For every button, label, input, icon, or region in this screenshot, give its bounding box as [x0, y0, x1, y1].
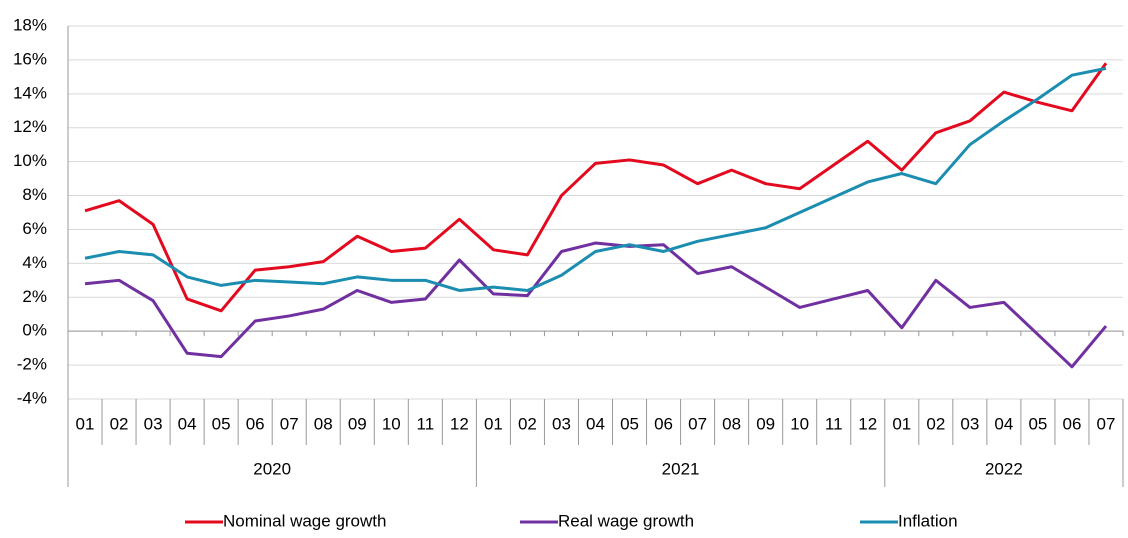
- y-tick-label: 4%: [22, 253, 47, 272]
- y-tick-label: 8%: [22, 185, 47, 204]
- x-tick-label: 12: [450, 414, 469, 433]
- x-tick-label: 10: [382, 414, 401, 433]
- y-tick-label: 6%: [22, 219, 47, 238]
- y-tick-label: 2%: [22, 287, 47, 306]
- y-tick-label: 10%: [13, 151, 47, 170]
- legend-label: Nominal wage growth: [223, 511, 386, 530]
- x-tick-label: 03: [144, 414, 163, 433]
- x-tick-label: 05: [620, 414, 639, 433]
- group-label: 2021: [662, 459, 700, 478]
- x-tick-label: 02: [518, 414, 537, 433]
- x-tick-label: 09: [348, 414, 367, 433]
- y-tick-label: 14%: [13, 83, 47, 102]
- x-tick-label: 07: [1097, 414, 1116, 433]
- x-tick-label: 01: [892, 414, 911, 433]
- x-tick-label: 05: [1028, 414, 1047, 433]
- y-tick-label: 16%: [13, 49, 47, 68]
- x-tick-label: 09: [756, 414, 775, 433]
- series-line: [84, 241, 1108, 369]
- y-tick-label: 18%: [13, 15, 47, 34]
- x-tick-label: 03: [552, 414, 571, 433]
- y-tick-label: -4%: [17, 388, 47, 407]
- x-tick-label: 04: [994, 414, 1013, 433]
- x-tick-label: 01: [484, 414, 503, 433]
- x-tick-label: 06: [1062, 414, 1081, 433]
- x-tick-label: 02: [110, 414, 129, 433]
- series-line: [84, 62, 1108, 313]
- x-tick-label: 03: [960, 414, 979, 433]
- series-line: [84, 66, 1107, 292]
- x-tick-label: 02: [926, 414, 945, 433]
- y-tick-label: 0%: [22, 321, 47, 340]
- x-tick-label: 04: [178, 414, 197, 433]
- x-tick-label: 01: [76, 414, 95, 433]
- y-tick-label: 12%: [13, 117, 47, 136]
- x-tick-label: 08: [722, 414, 741, 433]
- x-tick-label: 11: [417, 414, 435, 433]
- group-label: 2020: [253, 459, 291, 478]
- legend-label: Inflation: [898, 511, 958, 530]
- legend-label: Real wage growth: [558, 511, 694, 530]
- x-tick-label: 08: [314, 414, 333, 433]
- y-tick-label: -2%: [17, 355, 47, 374]
- x-tick-label: 07: [280, 414, 299, 433]
- x-tick-label: 10: [790, 414, 809, 433]
- x-tick-label: 12: [858, 414, 877, 433]
- x-tick-label: 06: [246, 414, 265, 433]
- x-tick-label: 06: [654, 414, 673, 433]
- x-tick-label: 05: [212, 414, 231, 433]
- x-tick-label: 04: [586, 414, 605, 433]
- x-tick-label: 07: [688, 414, 707, 433]
- group-label: 2022: [985, 459, 1023, 478]
- x-tick-label: 11: [825, 414, 843, 433]
